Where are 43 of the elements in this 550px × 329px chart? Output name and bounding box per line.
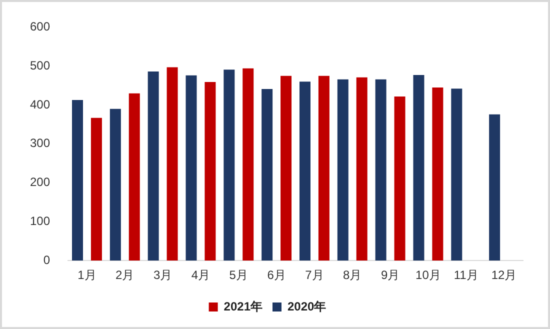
y-tick-label: 0 [43,252,50,267]
bar [489,114,500,261]
x-tick-label: 5月 [229,268,248,282]
bar [224,70,235,261]
bar [394,96,406,261]
x-tick-label: 9月 [380,268,400,282]
x-tick-label: 6月 [267,268,286,282]
bar [337,79,348,261]
y-tick-label: 600 [30,20,50,34]
x-tick-label: 10月 [416,268,441,282]
bar [356,77,368,261]
x-tick-label: 12月 [491,268,517,282]
x-tick-label: 2月 [116,268,134,282]
x-tick-label: 3月 [153,268,172,282]
bar [432,87,444,261]
bar [110,108,121,261]
y-tick-label: 100 [30,214,50,228]
bar [186,75,197,261]
y-tick-label: 500 [30,58,50,72]
y-tick-label: 300 [30,136,50,150]
bar [318,76,330,261]
bar [90,118,102,261]
y-tick-label: 400 [30,97,50,112]
bar [299,82,310,261]
legend-label: 2021年 [224,299,263,314]
bar [148,72,159,261]
y-tick-label: 200 [30,175,50,190]
bar [128,93,140,261]
bar [204,82,216,261]
x-tick-label: 7月 [305,268,324,282]
x-tick-label: 4月 [191,268,210,282]
bar [242,68,254,261]
x-tick-label: 8月 [343,268,362,282]
x-tick-label: 11月 [454,268,478,282]
bar [413,75,424,261]
bar [72,100,83,261]
bar [375,79,386,261]
bar [451,88,462,261]
x-tick-label: 1月 [78,268,96,282]
bar [166,67,178,261]
bar [280,76,292,261]
bar [262,89,273,261]
legend-label: 2020年 [288,299,326,314]
